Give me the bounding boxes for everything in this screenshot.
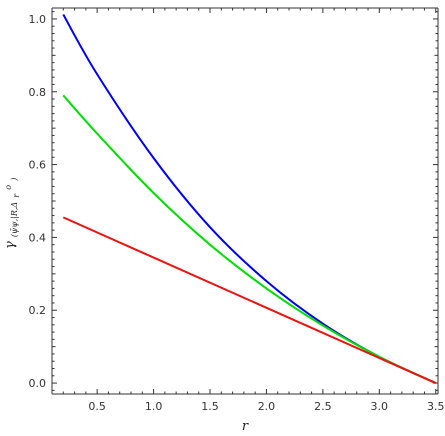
plot-frame: [51, 7, 439, 395]
svg-text:γ (ψ̄ψ,|R,Δ r: γ (ψ̄ψ,|R,Δ r o ): [0, 178, 23, 249]
y-tick-label: 0.4: [29, 231, 47, 244]
y-axis-label-main: γ: [3, 241, 18, 249]
x-tick-label: 3.5: [427, 400, 445, 413]
x-axis-label: r: [242, 419, 249, 434]
x-tick-label: 2.5: [314, 400, 332, 413]
y-tick-label: 0.8: [29, 86, 47, 99]
x-tick-label: 1.5: [201, 400, 219, 413]
x-tick-label: 2.0: [258, 400, 276, 413]
y-axis-label-sub2: r: [12, 193, 21, 198]
y-tick-label: 0.2: [29, 304, 47, 317]
ticks: 0.5 1.0 1.5 2.0 2.5 3.0 3.5 0.0 0.2 0.4 0.6 0.8 1.0: [29, 8, 445, 413]
y-tick-label: 1.0: [29, 13, 47, 26]
series-line-3: [62, 216, 437, 384]
y-tick-label: 0.0: [29, 377, 47, 390]
x-tick-label: 3.0: [371, 400, 389, 413]
x-tick-label: 0.5: [88, 400, 106, 413]
y-axis-label: γ (ψ̄ψ,|R,Δ r o ): [0, 178, 23, 249]
y-tick-label: 0.6: [29, 159, 47, 172]
series-line-1: [62, 14, 437, 384]
y-axis-label-sub: (ψ̄ψ,|R,Δ: [10, 202, 19, 237]
x-tick-label: 1.0: [145, 400, 163, 413]
series-line-2: [62, 94, 437, 384]
series-group: [62, 14, 437, 384]
y-axis-label-sup: o: [4, 185, 13, 190]
y-axis-label-close: ): [10, 178, 19, 182]
